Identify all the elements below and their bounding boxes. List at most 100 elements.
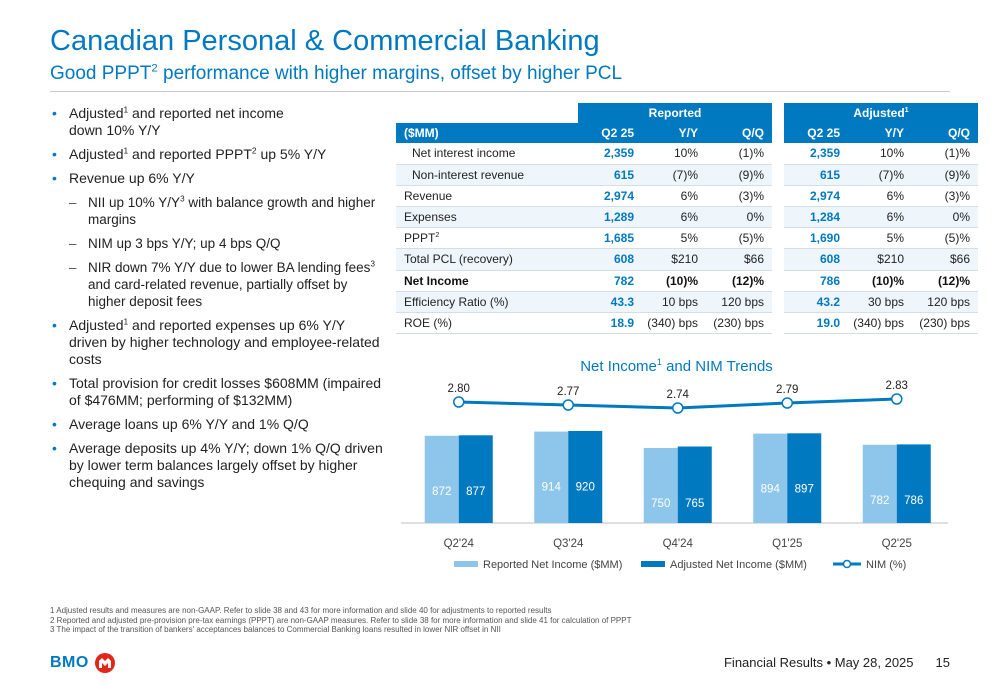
bmo-roundel-icon — [94, 653, 115, 673]
reported-bar — [862, 444, 897, 523]
adjusted-cell: 0% — [912, 206, 978, 229]
reported-cell: 2,974 — [578, 185, 642, 207]
adjusted-cell: (3)% — [912, 185, 978, 207]
adjusted-bar — [568, 431, 603, 523]
legend-nim-marker — [842, 559, 852, 569]
nim-label: 2.77 — [557, 386, 579, 398]
adjusted-bar — [677, 446, 712, 523]
reported-cell: 6% — [642, 185, 706, 207]
reported-cell: (1)% — [706, 143, 772, 165]
adjusted-cell: 786 — [784, 270, 848, 292]
reported-cell: 120 bps — [706, 291, 772, 313]
adjusted-cell: (12)% — [912, 270, 978, 292]
reported-bar — [643, 448, 678, 523]
subbullet-nir: NIR down 7% Y/Y due to lower BA lending … — [50, 259, 385, 310]
row-label: PPPT2 — [396, 227, 578, 250]
logo-text: BMO — [50, 654, 89, 671]
reported-cell: 608 — [578, 248, 642, 271]
x-tick-label: Q1'25 — [772, 538, 802, 550]
table-row: Expenses 1,289 6% 0% 1,284 6% 0% — [396, 206, 978, 229]
bullet-pcl: Total provision for credit losses $608MM… — [50, 375, 385, 409]
reported-cell: 615 — [578, 164, 642, 186]
subbullet-nim: NIM up 3 bps Y/Y; up 4 bps Q/Q — [50, 235, 385, 252]
col-adjusted-yy: Y/Y — [848, 123, 912, 144]
reported-cell: (12)% — [706, 270, 772, 292]
adjusted-cell: 608 — [784, 248, 848, 271]
reported-cell: 6% — [642, 206, 706, 229]
table-row: ROE (%) 18.9 (340) bps (230) bps 19.0 (340) b… — [396, 312, 978, 335]
row-label: ROE (%) — [396, 312, 578, 335]
adjusted-cell: (5)% — [912, 227, 978, 250]
adjusted-cell: 19.0 — [784, 312, 848, 335]
adjusted-cell: (10)% — [848, 270, 912, 292]
reported-cell: $210 — [642, 248, 706, 271]
net-income-nim-chart: 872 877 Q2'24 914 920 Q3'24 750 765 Q4'24 894 897 Q… — [401, 380, 948, 571]
title-divider — [50, 91, 950, 92]
reported-cell: 1,685 — [578, 227, 642, 250]
nim-point — [562, 399, 574, 411]
bmo-logo: BMO — [50, 653, 115, 673]
legend-adjusted-label: Adjusted Net Income ($MM) — [670, 559, 807, 571]
reported-cell: 18.9 — [578, 312, 642, 335]
adjusted-bar — [458, 435, 493, 523]
adjusted-cell: 43.2 — [784, 291, 848, 313]
reported-bar-label: 894 — [761, 484, 781, 496]
col-reported-q2: Q2 25 — [578, 123, 642, 144]
nim-point — [891, 393, 903, 405]
adjusted-cell: 6% — [848, 185, 912, 207]
adjusted-cell: (7)% — [848, 164, 912, 186]
adjusted-cell: 120 bps — [912, 291, 978, 313]
table-row: Total PCL (recovery) 608 $210 $66 608 $210 $66 — [396, 248, 978, 271]
adjusted-bar-label: 897 — [795, 484, 814, 496]
bullet-loans: Average loans up 6% Y/Y and 1% Q/Q — [50, 416, 385, 433]
adjusted-cell: 10% — [848, 143, 912, 165]
reported-group-header: Reported — [578, 103, 772, 124]
adjusted-cell: 6% — [848, 206, 912, 229]
table-row: Net Income 782 (10)% (12)% 786 (10)% (12)% — [396, 270, 978, 292]
reported-bar-label: 782 — [870, 495, 889, 507]
adjusted-cell: (1)% — [912, 143, 978, 165]
nim-point — [672, 402, 684, 414]
col-reported-yy: Y/Y — [642, 123, 706, 144]
reported-cell: 5% — [642, 227, 706, 250]
bullet-pppt: Adjusted1 and reported PPPT2 up 5% Y/Y — [50, 146, 385, 163]
reported-bar — [424, 435, 459, 523]
row-label: Expenses — [396, 206, 578, 229]
x-tick-label: Q3'24 — [553, 538, 584, 550]
subbullet-nii: NII up 10% Y/Y3 with balance growth and … — [50, 194, 385, 228]
col-adjusted-qq: Q/Q — [912, 123, 978, 144]
bullet-revenue: Revenue up 6% Y/Y — [50, 170, 385, 187]
adjusted-cell: 1,284 — [784, 206, 848, 229]
adjusted-cell: 615 — [784, 164, 848, 186]
chart-title: Net Income1 and NIM Trends — [580, 357, 773, 376]
adjusted-bar-label: 877 — [466, 486, 485, 498]
table-row: Efficiency Ratio (%) 43.3 10 bps 120 bps 43.… — [396, 291, 978, 313]
reported-cell: (3)% — [706, 185, 772, 207]
adjusted-cell: (9)% — [912, 164, 978, 186]
bullet-deposits: Average deposits up 4% Y/Y; down 1% Q/Q … — [50, 440, 385, 491]
bullet-expenses: Adjusted1 and reported expenses up 6% Y/… — [50, 317, 385, 368]
table-row: Revenue 2,974 6% (3)% 2,974 6% (3)% — [396, 185, 978, 207]
nim-label: 2.83 — [886, 380, 908, 392]
col-label-header: ($MM) — [396, 123, 578, 144]
page-subtitle: Good PPPT2 performance with higher margi… — [50, 62, 623, 84]
footer-date: Financial Results • May 28, 2025 — [723, 655, 914, 670]
reported-cell: 0% — [706, 206, 772, 229]
footnote-3: 3 The impact of the transition of banker… — [50, 625, 501, 634]
nim-label: 2.80 — [448, 383, 470, 395]
table-group-header: Reported Adjusted1 — [396, 103, 978, 124]
reported-bar-label: 750 — [651, 498, 670, 510]
legend-nim-label: NIM (%) — [866, 559, 906, 571]
footnotes: 1 Adjusted results and measures are non-… — [50, 606, 631, 635]
table-row: Net interest income 2,359 10% (1)% 2,359 10%(… — [396, 143, 978, 165]
nim-point — [781, 397, 793, 409]
reported-cell: $66 — [706, 248, 772, 271]
row-label: Non-interest revenue — [396, 164, 578, 186]
reported-cell: (10)% — [642, 270, 706, 292]
legend-adjusted-swatch — [641, 561, 665, 567]
row-label: Efficiency Ratio (%) — [396, 291, 578, 313]
row-label: Total PCL (recovery) — [396, 248, 578, 271]
adjusted-bar — [787, 433, 822, 523]
